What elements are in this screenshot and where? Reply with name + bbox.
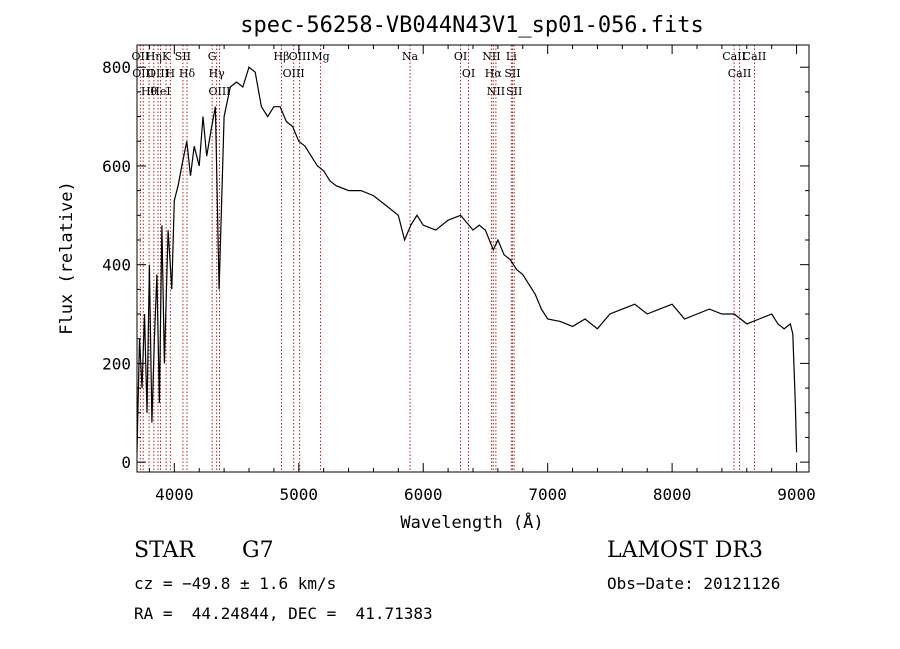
subclass: G7 xyxy=(242,538,274,563)
line-marker-label: G xyxy=(208,50,217,63)
line-marker-label: Mg xyxy=(311,50,329,63)
line-marker-label: Hβ xyxy=(274,50,290,63)
line-marker-label: H xyxy=(166,67,176,80)
x-tick-label: 9000 xyxy=(777,485,816,504)
line-marker-label: OI xyxy=(462,67,475,80)
line-marker-label: SII xyxy=(504,67,520,80)
coordinates: RA = 44.24844, DEC = 41.71383 xyxy=(134,604,433,623)
y-tick-label: 800 xyxy=(102,58,131,77)
object-class: STAR xyxy=(134,538,195,563)
obs-date: Obs−Date: 20121126 xyxy=(607,574,781,593)
spectral-line-markers xyxy=(139,45,755,472)
x-tick-label: 4000 xyxy=(155,485,194,504)
line-marker-label: OIII xyxy=(283,67,305,80)
line-marker-label: OIII xyxy=(289,50,311,63)
x-axis-label: Wavelength (Å) xyxy=(400,511,543,533)
x-tick-label: 7000 xyxy=(528,485,567,504)
line-marker-label: Hθ xyxy=(141,85,158,98)
spectral-line-labels: OIIOIIIHθHηOIIIHeIKHSIIHδGHγOIIIHβOIIIOI… xyxy=(132,50,767,98)
line-marker-label: NII xyxy=(482,50,500,63)
x-tick-label: 6000 xyxy=(404,485,443,504)
line-marker-label: Hη xyxy=(146,50,162,63)
line-marker-label: Hδ xyxy=(179,67,196,80)
line-marker-label: OIII xyxy=(147,67,169,80)
y-tick-label: 0 xyxy=(121,453,131,472)
line-marker-label: SII xyxy=(175,50,191,63)
chart-title: spec-56258-VB044N43V1_sp01-056.fits xyxy=(240,13,704,38)
line-marker-label: OI xyxy=(454,50,467,63)
line-marker-label: OII xyxy=(132,50,150,63)
x-tick-label: 8000 xyxy=(653,485,692,504)
line-marker-label: OIII xyxy=(208,85,230,98)
line-marker-label: CaII xyxy=(722,50,746,63)
y-tick-label: 600 xyxy=(102,157,131,176)
line-marker-label: Hα xyxy=(485,67,503,80)
line-marker-label: SII xyxy=(506,85,522,98)
x-axis-ticks: 4000 5000 6000 7000 8000 9000 xyxy=(148,45,816,504)
line-marker-label: HeI xyxy=(150,85,170,98)
line-marker-label: NII xyxy=(487,85,505,98)
x-tick-label: 5000 xyxy=(280,485,319,504)
redshift-cz: cz = −49.8 ± 1.6 km/s xyxy=(134,574,337,593)
line-marker-label: Na xyxy=(402,50,419,63)
spectrum-line xyxy=(136,66,798,453)
line-marker-label: OIII xyxy=(132,67,154,80)
line-marker-label: CaII xyxy=(743,50,767,63)
line-marker-label: K xyxy=(162,50,171,63)
survey-name: LAMOST DR3 xyxy=(607,538,763,563)
line-marker-label: CaII xyxy=(728,67,752,80)
y-axis-ticks: 0 200 400 600 800 xyxy=(102,58,809,472)
y-tick-label: 400 xyxy=(102,256,131,275)
y-axis-label: Flux (relative) xyxy=(57,181,77,335)
line-marker-label: Li xyxy=(506,50,517,63)
plot-frame xyxy=(136,44,810,473)
y-tick-label: 200 xyxy=(102,354,131,373)
line-marker-label: Hγ xyxy=(209,67,226,80)
